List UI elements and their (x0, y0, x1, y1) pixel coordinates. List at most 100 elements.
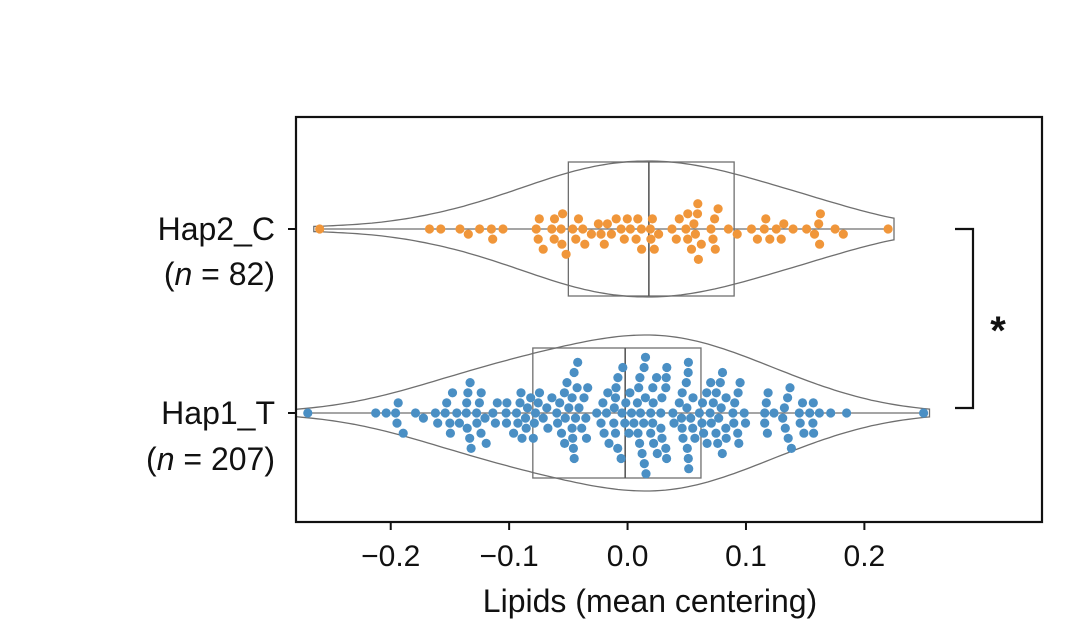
data-point (577, 423, 587, 433)
group-label-hap2: Hap2_C (158, 211, 275, 247)
x-tick-label: 0.1 (725, 540, 767, 573)
data-point (520, 413, 531, 423)
data-point (516, 388, 526, 398)
data-point (303, 408, 313, 418)
data-point (717, 367, 728, 378)
data-point (393, 398, 403, 408)
data-point (661, 373, 671, 383)
violin-outline-Hap1_T (295, 334, 931, 492)
data-point (693, 199, 703, 209)
data-point (599, 239, 609, 249)
data-point (759, 224, 769, 234)
data-point (392, 418, 402, 428)
data-point (462, 398, 472, 408)
data-point (462, 423, 472, 433)
data-point (779, 219, 789, 229)
x-axis-title: Lipids (mean centering) (483, 583, 817, 619)
data-point (674, 214, 684, 224)
data-point (629, 418, 639, 428)
data-point (560, 413, 570, 423)
data-point (652, 448, 662, 459)
data-point (826, 408, 836, 418)
data-point (761, 398, 771, 408)
data-point (688, 393, 698, 403)
data-point (472, 408, 482, 418)
data-point (633, 428, 643, 438)
data-point (637, 244, 647, 254)
data-point (646, 428, 656, 438)
data-point (534, 388, 545, 398)
data-point (475, 224, 485, 234)
data-point (646, 408, 656, 418)
data-point (702, 388, 712, 398)
data-point (522, 403, 533, 413)
data-point (739, 408, 749, 418)
significance-bracket (955, 227, 975, 410)
data-point (533, 398, 543, 408)
data-point (466, 443, 476, 453)
data-point (606, 229, 617, 239)
data-point (381, 408, 391, 418)
data-point (583, 383, 593, 393)
data-point (683, 209, 693, 219)
data-point (699, 428, 709, 438)
data-point (702, 438, 712, 448)
data-point (648, 383, 658, 393)
data-point (635, 438, 645, 448)
data-point (517, 433, 527, 443)
data-point (433, 418, 443, 428)
data-point (634, 383, 644, 393)
data-point (447, 388, 458, 398)
data-point (706, 378, 716, 388)
data-point (815, 239, 825, 249)
data-point (732, 229, 742, 239)
data-point (776, 234, 786, 244)
data-point (555, 398, 565, 408)
data-point (553, 418, 563, 428)
data-point (569, 453, 579, 464)
data-point (802, 224, 812, 234)
data-point (561, 249, 571, 259)
data-point (730, 398, 740, 408)
data-point (735, 378, 745, 388)
data-point (752, 234, 763, 244)
data-point (529, 418, 539, 428)
data-point (424, 224, 435, 234)
data-point (463, 388, 473, 398)
data-point (717, 448, 727, 459)
data-point (919, 408, 929, 418)
data-point (528, 433, 538, 443)
data-point (440, 408, 450, 418)
data-point (569, 367, 579, 378)
data-point (573, 214, 584, 224)
plot-frame (294, 115, 1044, 524)
data-point (613, 443, 623, 453)
data-point (502, 398, 512, 408)
data-point (728, 408, 738, 418)
x-tick-label: 0.2 (844, 540, 886, 573)
data-point (611, 383, 621, 393)
data-point (694, 408, 705, 418)
data-point (780, 423, 790, 433)
plot-area (295, 160, 931, 492)
data-point (838, 229, 848, 239)
data-point (465, 433, 475, 443)
data-point (620, 418, 630, 428)
data-point (649, 244, 659, 254)
data-point (549, 214, 560, 224)
data-point (573, 357, 583, 367)
data-point (721, 393, 731, 403)
data-point (656, 408, 666, 418)
data-point (769, 408, 779, 418)
data-point (315, 224, 325, 234)
data-point (442, 398, 452, 408)
data-point (596, 229, 606, 239)
data-point (645, 224, 656, 234)
data-point (602, 219, 613, 229)
data-point (688, 423, 698, 433)
data-point (498, 224, 508, 234)
data-point (733, 428, 743, 438)
data-point (662, 453, 672, 464)
data-point (805, 408, 815, 418)
